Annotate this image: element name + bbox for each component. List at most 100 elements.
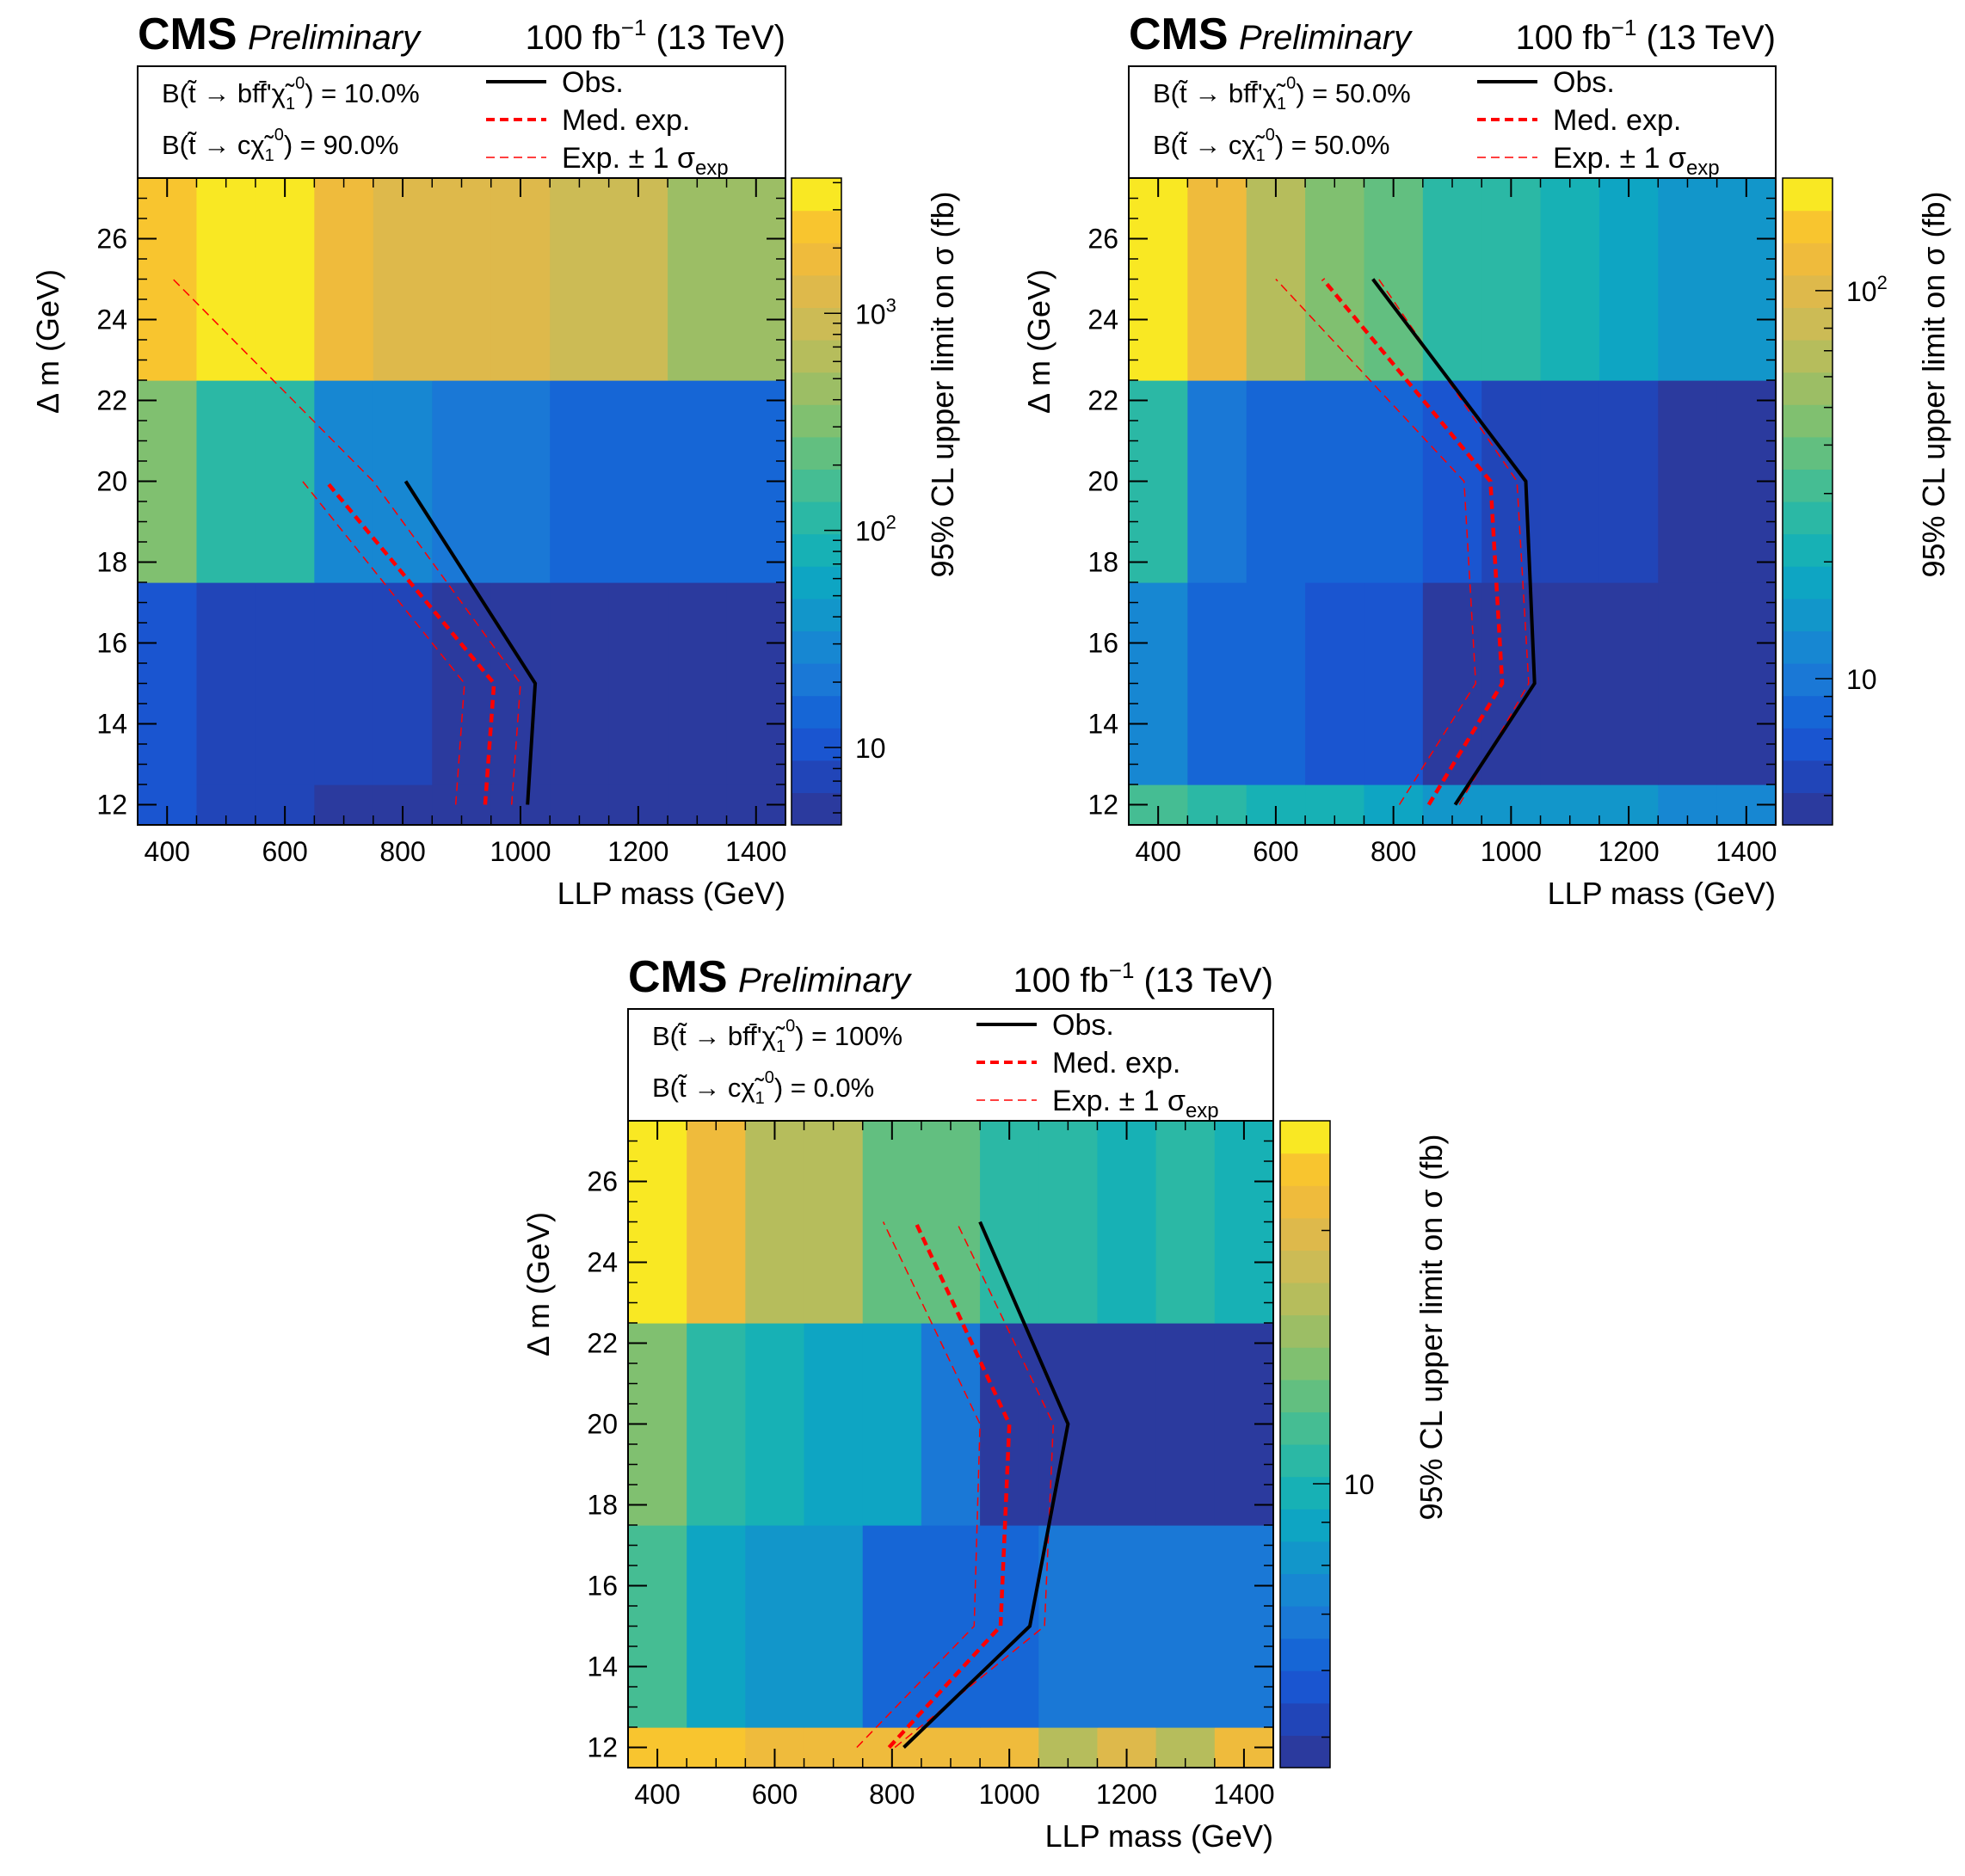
colorbar-segment <box>792 436 841 470</box>
heatmap-cell <box>980 1323 1039 1526</box>
legend-med: Med. exp. <box>1553 104 1681 137</box>
colorbar-segment <box>1280 1638 1330 1671</box>
colorbar: 10 95% CL upper limit on σ (fb) <box>1279 1120 1449 1768</box>
colorbar-segment <box>1280 1314 1330 1348</box>
colorbar: 10 102 103 95% CL upper limit on σ (fb) <box>791 177 960 826</box>
heatmap-cell <box>314 582 374 785</box>
colorbar-segment <box>792 274 841 308</box>
chart-panel-3: CMS Preliminary 100 fb−1 (13 TeV) B(t̃ → bf… <box>521 952 1449 1854</box>
heatmap-cell <box>550 178 610 381</box>
heatmap-cell <box>314 178 374 381</box>
heatmap-cells <box>1129 178 1777 826</box>
heatmap-cell <box>745 1323 805 1526</box>
heatmap-cell <box>1658 380 1718 583</box>
y-tick-label: 20 <box>96 466 127 497</box>
x-tick-label: 1200 <box>607 836 668 867</box>
heatmap-cell <box>1540 380 1600 583</box>
sigma-up-contour <box>172 278 521 805</box>
heatmap-cell <box>1598 380 1659 583</box>
heatmap-cell <box>668 380 728 583</box>
colorbar-segment <box>1783 307 1833 341</box>
y-axis-title: Δ m (GeV) <box>30 269 65 414</box>
legend-frame <box>1128 65 1777 179</box>
lumi-label: 100 fb−1 (13 TeV) <box>1516 15 1776 57</box>
x-tick-label: 1000 <box>979 1779 1040 1810</box>
heatmap-cell <box>196 582 256 785</box>
status-label: Preliminary <box>1239 19 1414 57</box>
heatmap-cell <box>550 582 610 785</box>
status-label: Preliminary <box>738 962 913 1000</box>
heatmap-cell <box>1364 582 1424 785</box>
x-axis-title: LLP mass (GeV) <box>557 876 785 911</box>
heatmap-cell <box>196 380 256 583</box>
heatmap-cell <box>668 582 728 785</box>
branching-c: B(t̃ → cχ̃10) = 0.0% <box>652 1068 874 1108</box>
y-tick-label: 20 <box>1087 466 1118 497</box>
heatmap-cell <box>1097 1525 1157 1728</box>
colorbar-segment <box>1280 1379 1330 1412</box>
y-tick-label: 16 <box>1087 628 1118 659</box>
y-tick-label: 26 <box>96 224 127 255</box>
colorbar-segment <box>1783 501 1833 535</box>
heatmap-cell <box>608 178 668 381</box>
legend-med: Med. exp. <box>1052 1047 1180 1079</box>
heatmap-cell <box>1129 178 1188 381</box>
heatmap-cell <box>1038 1121 1099 1324</box>
x-tick-label: 400 <box>145 836 190 867</box>
legend-frame <box>627 1008 1274 1122</box>
chart-panel-1: CMS Preliminary 100 fb−1 (13 TeV) B(t̃ → bf… <box>30 9 960 911</box>
colorbar-tick-label: 10 <box>1846 664 1877 695</box>
heatmap-cell <box>432 380 492 583</box>
y-tick-label: 22 <box>1087 385 1118 416</box>
heatmap-cell <box>138 582 198 785</box>
heatmap-cell <box>138 178 198 381</box>
y-axis: 12 14 16 18 20 22 24 26 Δ m (GeV) <box>1021 177 1776 826</box>
y-tick-label: 16 <box>96 628 127 659</box>
y-tick-label: 14 <box>96 709 127 740</box>
heatmap-cell <box>804 1323 864 1526</box>
heatmap-cell <box>490 178 551 381</box>
colorbar-segment <box>1280 1121 1330 1154</box>
colorbar-segment <box>1783 274 1833 308</box>
heatmap-cell <box>1422 582 1482 785</box>
colorbar-segment <box>1783 630 1833 664</box>
heatmap-cell <box>1481 380 1542 583</box>
heatmap-cell <box>1155 1323 1216 1526</box>
heatmap-cell <box>1187 380 1247 583</box>
heatmap-cell <box>432 178 492 381</box>
z-axis-title: 95% CL upper limit on σ (fb) <box>1414 1134 1449 1520</box>
y-tick-label: 14 <box>587 1651 618 1682</box>
heatmap-cell <box>1598 582 1659 785</box>
z-axis-title: 95% CL upper limit on σ (fb) <box>925 191 960 577</box>
x-tick-label: 400 <box>634 1779 680 1810</box>
heatmap-cell <box>314 380 374 583</box>
y-tick-label: 24 <box>96 304 127 335</box>
heatmap-cell <box>1364 380 1424 583</box>
x-tick-label: 600 <box>752 1779 798 1810</box>
heatmap-cell <box>804 1121 864 1324</box>
heatmap-cell <box>1097 1323 1157 1526</box>
colorbar-segment <box>1783 404 1833 438</box>
colorbar-segment <box>1280 1509 1330 1542</box>
heatmap-cell <box>1540 582 1600 785</box>
x-axis: 400 600 800 1000 1200 1400 LLP mass (GeV) <box>145 178 786 911</box>
y-tick-label: 26 <box>1087 224 1118 255</box>
heatmap-cell <box>1129 582 1188 785</box>
heatmap-cells <box>138 178 786 826</box>
colorbar-segment <box>1280 1153 1330 1186</box>
x-axis-title: LLP mass (GeV) <box>1548 876 1776 911</box>
branching-b: B(t̃ → bff̄'χ̃10) = 50.0% <box>1153 74 1411 114</box>
legend-box: B(t̃ → bff̄'χ̃10) = 100% B(t̃ → cχ̃10) = … <box>627 1008 1274 1123</box>
heatmap-cell <box>921 1121 981 1324</box>
colorbar-segment <box>1783 566 1833 600</box>
colorbar-segment <box>792 501 841 535</box>
colorbar-segment <box>792 695 841 729</box>
colorbar-tick-label: 10 <box>855 733 886 764</box>
heatmap-cell <box>1246 582 1306 785</box>
colorbar-segment <box>1280 1735 1330 1768</box>
heatmap-cell <box>608 380 668 583</box>
colorbar-segment <box>1280 1250 1330 1283</box>
y-tick-label: 26 <box>587 1166 618 1197</box>
x-tick-label: 800 <box>1371 836 1416 867</box>
heatmap-cell <box>921 1525 981 1728</box>
